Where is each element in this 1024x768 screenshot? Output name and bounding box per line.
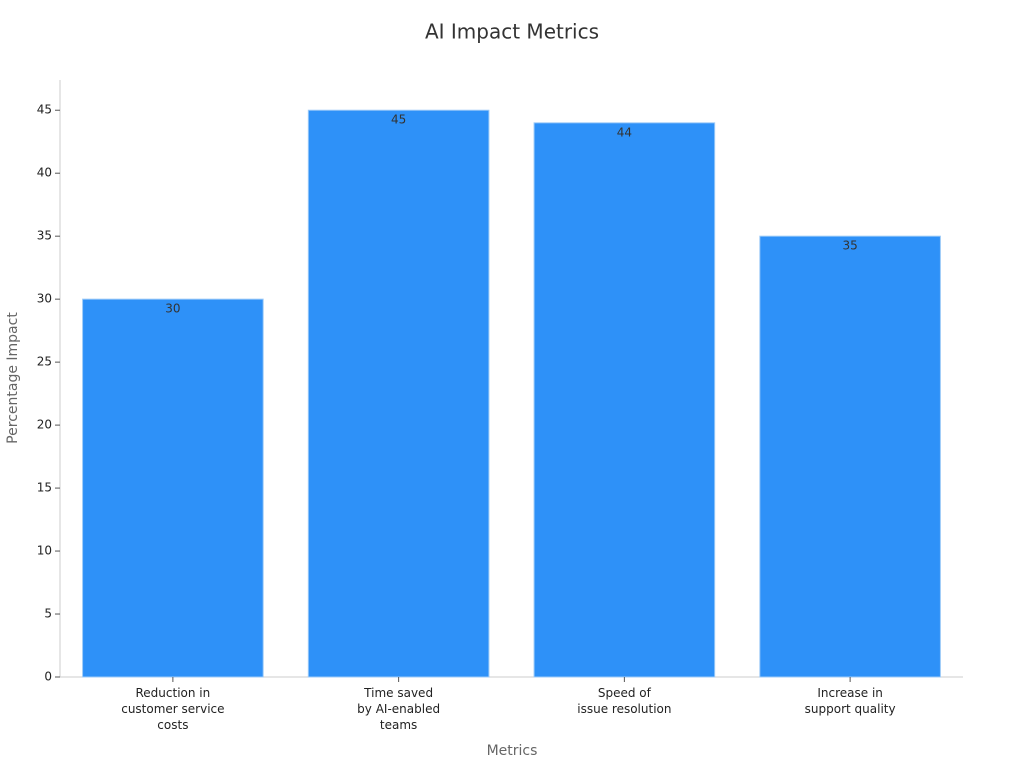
y-tick-label: 15 (37, 481, 52, 495)
y-tick-label: 10 (37, 544, 52, 558)
x-tick-label-line: Time saved (363, 686, 433, 700)
x-tick-label: Increase in support quality (805, 686, 896, 716)
bar (759, 235, 941, 678)
x-tick-label-line: Increase in (817, 686, 883, 700)
x-tick-label-line: Reduction in (136, 686, 211, 700)
y-tick-label: 40 (37, 166, 52, 180)
x-tick-label-line: by AI-enabled (357, 702, 440, 716)
bar (533, 122, 716, 678)
x-tick-label-line: customer service (121, 702, 224, 716)
value-label: 35 (842, 239, 857, 253)
x-axis-label: Metrics (487, 743, 538, 759)
chart-title: AI Impact Metrics (425, 20, 599, 44)
value-label: 44 (617, 125, 632, 139)
value-label: 45 (391, 113, 406, 127)
y-axis-label: Percentage Impact (5, 312, 21, 444)
y-tick-label: 5 (44, 607, 52, 621)
y-tick-label: 35 (37, 229, 52, 243)
y-tick-label: 25 (37, 355, 52, 369)
x-tick-label-line: Speed of (598, 686, 652, 700)
x-tick-label: Time saved by AI-enabled teams (357, 686, 440, 732)
value-label: 30 (165, 302, 180, 316)
y-tick-label: 45 (37, 103, 52, 117)
y-tick-label: 30 (37, 292, 52, 306)
x-tick-label-line: issue resolution (577, 702, 671, 716)
bar (307, 109, 490, 678)
bar (82, 298, 264, 678)
x-tick-label-line: costs (157, 718, 188, 732)
x-tick-label: Speed of issue resolution (577, 686, 671, 716)
x-tick-label-line: support quality (805, 702, 896, 716)
x-tick-label-line: teams (380, 718, 417, 732)
y-tick-label: 0 (44, 670, 52, 684)
x-tick-label: Reduction in customer service costs (121, 686, 224, 732)
y-tick-label: 20 (37, 418, 52, 432)
